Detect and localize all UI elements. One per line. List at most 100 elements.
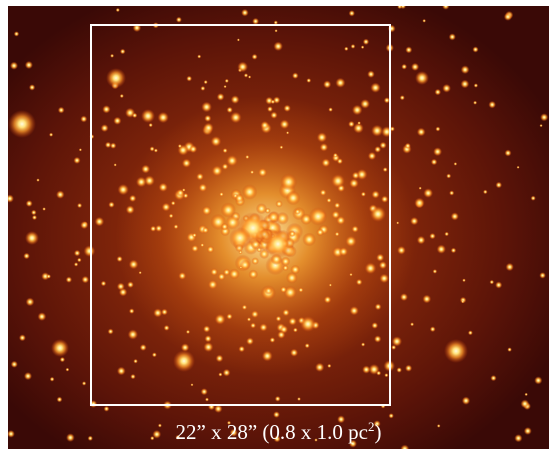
star (319, 143, 329, 152)
star (37, 312, 47, 321)
star (504, 149, 512, 157)
star (371, 322, 379, 329)
star (8, 110, 36, 138)
star (371, 190, 380, 199)
star (292, 327, 298, 333)
star (241, 184, 258, 200)
star (104, 141, 112, 149)
star (65, 367, 70, 372)
star (256, 247, 262, 253)
star (422, 294, 432, 304)
star (273, 435, 281, 443)
star (127, 329, 139, 340)
star (416, 235, 426, 245)
star (467, 330, 473, 336)
star (334, 231, 340, 237)
star (410, 216, 419, 226)
star (241, 304, 248, 311)
star (203, 80, 208, 85)
star (416, 127, 426, 137)
star (257, 167, 268, 178)
star (246, 337, 254, 346)
star (196, 172, 204, 181)
star (141, 109, 155, 123)
star (230, 111, 242, 124)
star (220, 222, 229, 231)
star (250, 322, 257, 329)
caption-text: 22” x 28” (0.8 x 1.0 pc (175, 420, 368, 444)
star (168, 213, 174, 219)
star (374, 303, 382, 311)
star (306, 78, 312, 83)
star (56, 396, 63, 403)
star (448, 33, 456, 41)
star (113, 116, 122, 125)
star (28, 84, 36, 91)
star (442, 6, 450, 10)
star (245, 154, 250, 160)
star (415, 71, 429, 85)
star (453, 162, 458, 166)
star (429, 326, 436, 333)
star (523, 427, 532, 435)
star (520, 399, 530, 409)
star (150, 225, 157, 232)
star (489, 279, 495, 285)
star (158, 182, 168, 192)
star (276, 211, 289, 225)
star (180, 343, 190, 352)
star (225, 215, 241, 230)
star (378, 261, 387, 270)
star (308, 207, 328, 226)
star (321, 158, 331, 168)
star (488, 100, 497, 109)
star (175, 434, 181, 440)
star (77, 257, 82, 263)
star (177, 144, 182, 149)
star (116, 366, 126, 376)
star (285, 190, 301, 206)
star (243, 73, 249, 78)
star (191, 244, 199, 253)
star (81, 381, 87, 386)
star (135, 176, 147, 188)
star (49, 132, 54, 137)
star (246, 317, 252, 322)
star (316, 132, 328, 143)
star (206, 245, 215, 254)
star (218, 372, 223, 377)
star (207, 279, 218, 290)
star (304, 343, 310, 349)
star (237, 61, 249, 73)
star (273, 20, 278, 25)
star (275, 200, 283, 208)
star (436, 424, 441, 428)
star (103, 405, 110, 412)
star (238, 345, 245, 353)
star (364, 262, 377, 275)
star (370, 206, 386, 222)
star (461, 396, 471, 405)
star (152, 429, 162, 439)
star (211, 165, 223, 177)
star (178, 271, 187, 280)
star (107, 328, 114, 335)
star (25, 200, 33, 207)
star (327, 363, 332, 368)
star (289, 230, 296, 238)
star (119, 48, 126, 55)
star (332, 152, 338, 158)
star (349, 306, 359, 316)
star (133, 358, 138, 364)
star (87, 435, 94, 441)
star (234, 193, 245, 203)
star (282, 264, 289, 271)
star (275, 315, 282, 322)
star (181, 158, 192, 168)
star (127, 281, 134, 289)
star (13, 31, 20, 37)
star (200, 243, 205, 248)
star (150, 436, 155, 441)
star (435, 126, 441, 132)
star (274, 29, 278, 33)
